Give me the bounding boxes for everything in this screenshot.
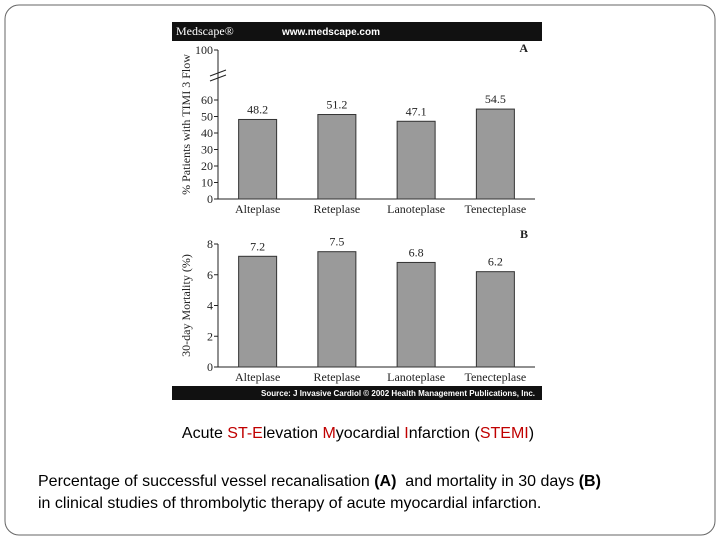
y-tick-label: 2 — [207, 329, 213, 343]
value-label: 47.1 — [406, 104, 427, 118]
value-label: 51.2 — [326, 98, 347, 112]
x-tick-label: Alteplase — [235, 202, 280, 216]
heading: Acute ST-Elevation Myocardial Infarction… — [182, 425, 534, 442]
y-tick-label: 8 — [207, 237, 213, 251]
bar — [238, 255, 278, 368]
caption: Percentage of successful vessel recanali… — [38, 473, 601, 512]
value-label: 7.2 — [250, 239, 265, 253]
bar — [475, 108, 515, 200]
panel-label: A — [519, 41, 528, 55]
axis-break — [209, 74, 227, 82]
source-bar — [172, 386, 542, 400]
y-tick-label: 0 — [207, 192, 213, 206]
x-tick-label: Alteplase — [235, 370, 280, 384]
source: Source: J Invasive Cardiol © 2002 Health… — [261, 389, 535, 398]
y-tick-label: 50 — [201, 110, 213, 124]
heading-part: ST- — [227, 425, 252, 442]
bar — [317, 114, 357, 200]
y-tick-label: 40 — [201, 126, 213, 140]
banner-logo: Medscape® — [176, 24, 234, 38]
value-label: 6.8 — [409, 245, 424, 259]
y-axis-label: % Patients with TIMI 3 Flow — [179, 54, 193, 195]
y-tick-label: 6 — [207, 268, 213, 282]
caption-part: (A) — [374, 473, 396, 490]
bar — [396, 261, 436, 368]
caption-part: in clinical studies of thrombolytic ther… — [38, 495, 541, 512]
value-label: 48.2 — [247, 102, 268, 116]
heading-part: STEMI — [480, 425, 529, 442]
value-label: 6.2 — [488, 255, 503, 269]
heading-part: I — [404, 425, 408, 442]
x-tick-label: Reteplase — [314, 370, 361, 384]
heading-part: ) — [529, 425, 534, 442]
x-tick-label: Reteplase — [314, 202, 361, 216]
x-tick-label: Tenecteplase — [464, 202, 526, 216]
heading-part: yocardial — [336, 425, 404, 442]
x-tick-label: Lanoteplase — [387, 370, 445, 384]
bar — [475, 271, 515, 368]
bar — [396, 120, 436, 200]
caption-part: Percentage of successful vessel recanali… — [38, 473, 374, 490]
y-tick-label: 10 — [201, 176, 213, 190]
banner-url: www.medscape.com — [281, 27, 380, 38]
x-tick-label: Tenecteplase — [464, 370, 526, 384]
y-tick-label: 30 — [201, 143, 213, 157]
y-tick-label: 0 — [207, 360, 213, 374]
y-tick-label: 100 — [195, 43, 213, 57]
panel-label: B — [520, 227, 528, 241]
bar — [238, 118, 278, 200]
caption-part: and mortality in 30 days — [396, 473, 578, 490]
value-label: 7.5 — [329, 235, 344, 249]
banner — [172, 22, 542, 41]
axis-break — [209, 69, 227, 77]
heading-part: Acute — [182, 425, 227, 442]
caption-part: (B) — [579, 473, 601, 490]
heading-part: levation — [263, 425, 323, 442]
y-axis-label: 30-day Mortality (%) — [179, 254, 193, 357]
y-tick-label: 4 — [207, 299, 213, 313]
x-tick-label: Lanoteplase — [387, 202, 445, 216]
y-tick-label: 20 — [201, 159, 213, 173]
heading-part: M — [322, 425, 335, 442]
y-tick-label: 60 — [201, 93, 213, 107]
bar — [317, 251, 357, 368]
heading-part: nfarction ( — [409, 425, 481, 442]
value-label: 54.5 — [485, 92, 506, 106]
heading-part: E — [252, 425, 263, 442]
